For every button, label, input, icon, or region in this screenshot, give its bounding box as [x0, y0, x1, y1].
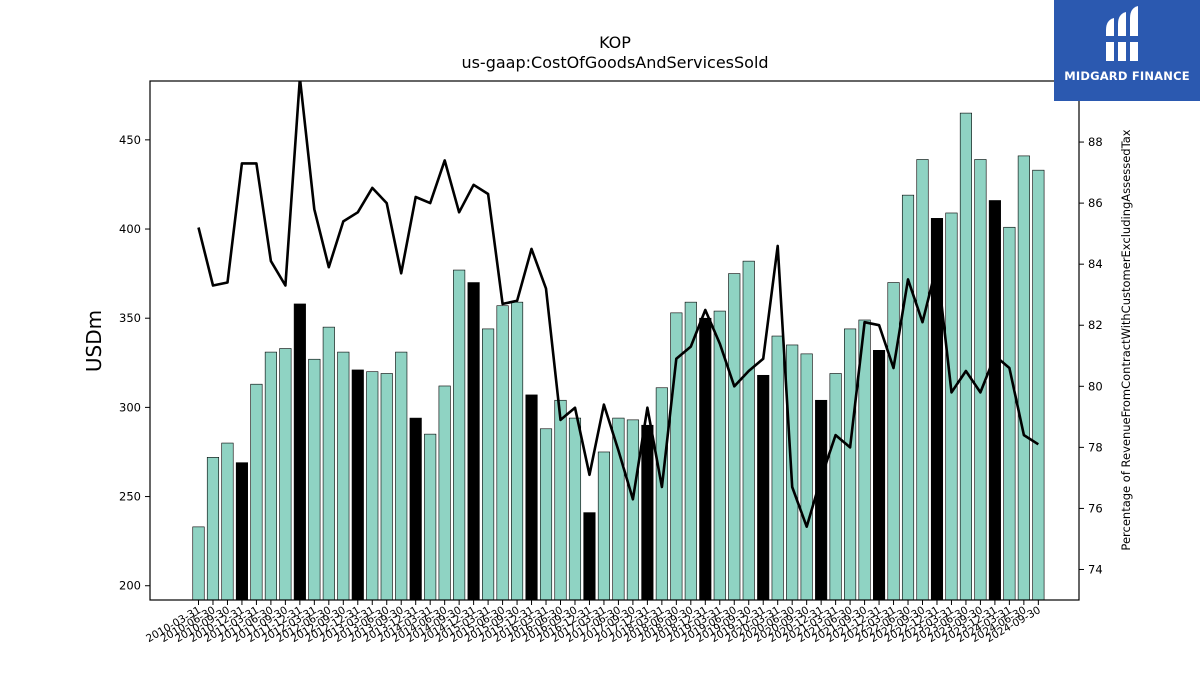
right-axis: 74 76 78 80 82 84 86 88 — [1079, 135, 1103, 576]
bar-2024-03-31 — [1003, 226, 1016, 600]
bar-2017-06-30 — [612, 417, 625, 600]
bar-2022-12-31 — [930, 218, 944, 600]
bar-2011-12-31 — [293, 303, 306, 600]
bar-2021-03-31 — [829, 373, 842, 600]
bar-2020-03-31 — [771, 335, 784, 600]
bar-2010-09-30 — [221, 442, 234, 600]
chart-subtitle: us-gaap:CostOfGoodsAndServicesSold — [461, 53, 769, 72]
y2-tick-label: 86 — [1088, 196, 1103, 210]
bar-2017-03-31 — [597, 451, 610, 600]
y2-tick-label: 84 — [1088, 257, 1103, 271]
bar-2013-03-31 — [366, 371, 379, 600]
bar-2015-09-30 — [511, 301, 524, 600]
y2-axis-label: Percentage of RevenueFromContractWithCus… — [1119, 129, 1133, 550]
bar-2014-09-30 — [453, 269, 466, 600]
bar-2015-12-31 — [525, 394, 538, 600]
y-tick-label: 400 — [119, 222, 141, 236]
bar-2016-12-31 — [583, 512, 596, 600]
bar-2022-06-30 — [901, 194, 915, 600]
bar-2013-12-31 — [409, 417, 422, 600]
bar-2019-03-31 — [713, 310, 726, 600]
bar-2017-12-31 — [641, 424, 654, 600]
bar-2018-06-30 — [670, 312, 683, 600]
bar-2011-06-30 — [264, 351, 277, 600]
y2-tick-label: 74 — [1088, 562, 1103, 576]
bar-2015-06-30 — [496, 305, 509, 600]
bar-2010-03-31 — [192, 526, 205, 600]
bar-2018-03-31 — [655, 387, 668, 600]
bar-2020-09-30 — [800, 353, 813, 600]
chart-title: KOP — [599, 33, 631, 52]
bar-2016-03-31 — [539, 428, 553, 600]
y2-tick-label: 82 — [1088, 318, 1103, 332]
bar-2021-12-31 — [873, 350, 886, 600]
y-tick-label: 250 — [119, 490, 141, 504]
bar-2013-06-30 — [380, 373, 393, 600]
bar-series — [192, 112, 1045, 600]
midgard-logo-icon — [1106, 6, 1138, 61]
bar-2014-12-31 — [467, 282, 480, 600]
bar-2019-12-31 — [757, 374, 770, 600]
bar-2024-09-30 — [1032, 169, 1045, 600]
bar-2020-12-31 — [815, 399, 828, 600]
y2-tick-label: 76 — [1088, 501, 1103, 515]
y2-tick-label: 80 — [1088, 379, 1103, 393]
bar-2014-03-31 — [424, 433, 437, 600]
bar-2014-06-30 — [438, 385, 451, 600]
bar-2010-06-30 — [206, 457, 220, 600]
bar-2021-06-30 — [844, 328, 857, 600]
plot-frame — [149, 80, 1080, 601]
bar-2013-09-30 — [395, 351, 408, 600]
bar-2021-09-30 — [858, 319, 871, 600]
bar-2012-09-30 — [337, 351, 350, 600]
bar-2011-03-31 — [250, 383, 263, 600]
bar-2017-09-30 — [626, 419, 639, 600]
bar-2024-06-30 — [1017, 155, 1030, 600]
bar-2019-09-30 — [742, 260, 755, 600]
x-axis: 2010-03-312010-06-302010-09-302010-12-31… — [144, 600, 1043, 645]
bar-2022-03-31 — [887, 282, 900, 600]
bar-2016-06-30 — [554, 399, 567, 600]
bar-2012-06-30 — [322, 326, 335, 600]
y-tick-label: 200 — [119, 579, 141, 593]
bar-2015-03-31 — [482, 328, 495, 600]
line-series — [197, 81, 1039, 529]
logo-text: MIDGARD FINANCE — [1064, 69, 1190, 83]
y-tick-label: 450 — [119, 133, 141, 147]
left-axis: 200 250 300 350 400 450 — [119, 133, 150, 593]
bar-2010-12-31 — [235, 462, 248, 600]
bar-2019-06-30 — [728, 273, 741, 600]
bar-2011-09-30 — [279, 348, 292, 600]
y-tick-label: 350 — [119, 311, 141, 325]
bar-2022-09-30 — [916, 159, 929, 600]
y-axis-label: USDm — [82, 310, 106, 372]
y2-tick-label: 88 — [1088, 135, 1103, 149]
y-tick-label: 300 — [119, 400, 141, 414]
y2-tick-label: 78 — [1088, 440, 1103, 454]
bar-2018-12-31 — [699, 317, 712, 600]
midgard-finance-logo: MIDGARD FINANCE — [1054, 0, 1200, 101]
bar-2016-09-30 — [568, 417, 582, 600]
bar-2018-09-30 — [684, 301, 697, 600]
bar-2012-12-31 — [351, 369, 364, 600]
bar-2023-06-30 — [959, 112, 972, 600]
bar-2012-03-31 — [308, 358, 321, 600]
bar-2023-12-31 — [988, 200, 1001, 600]
bar-2023-03-31 — [945, 212, 958, 600]
